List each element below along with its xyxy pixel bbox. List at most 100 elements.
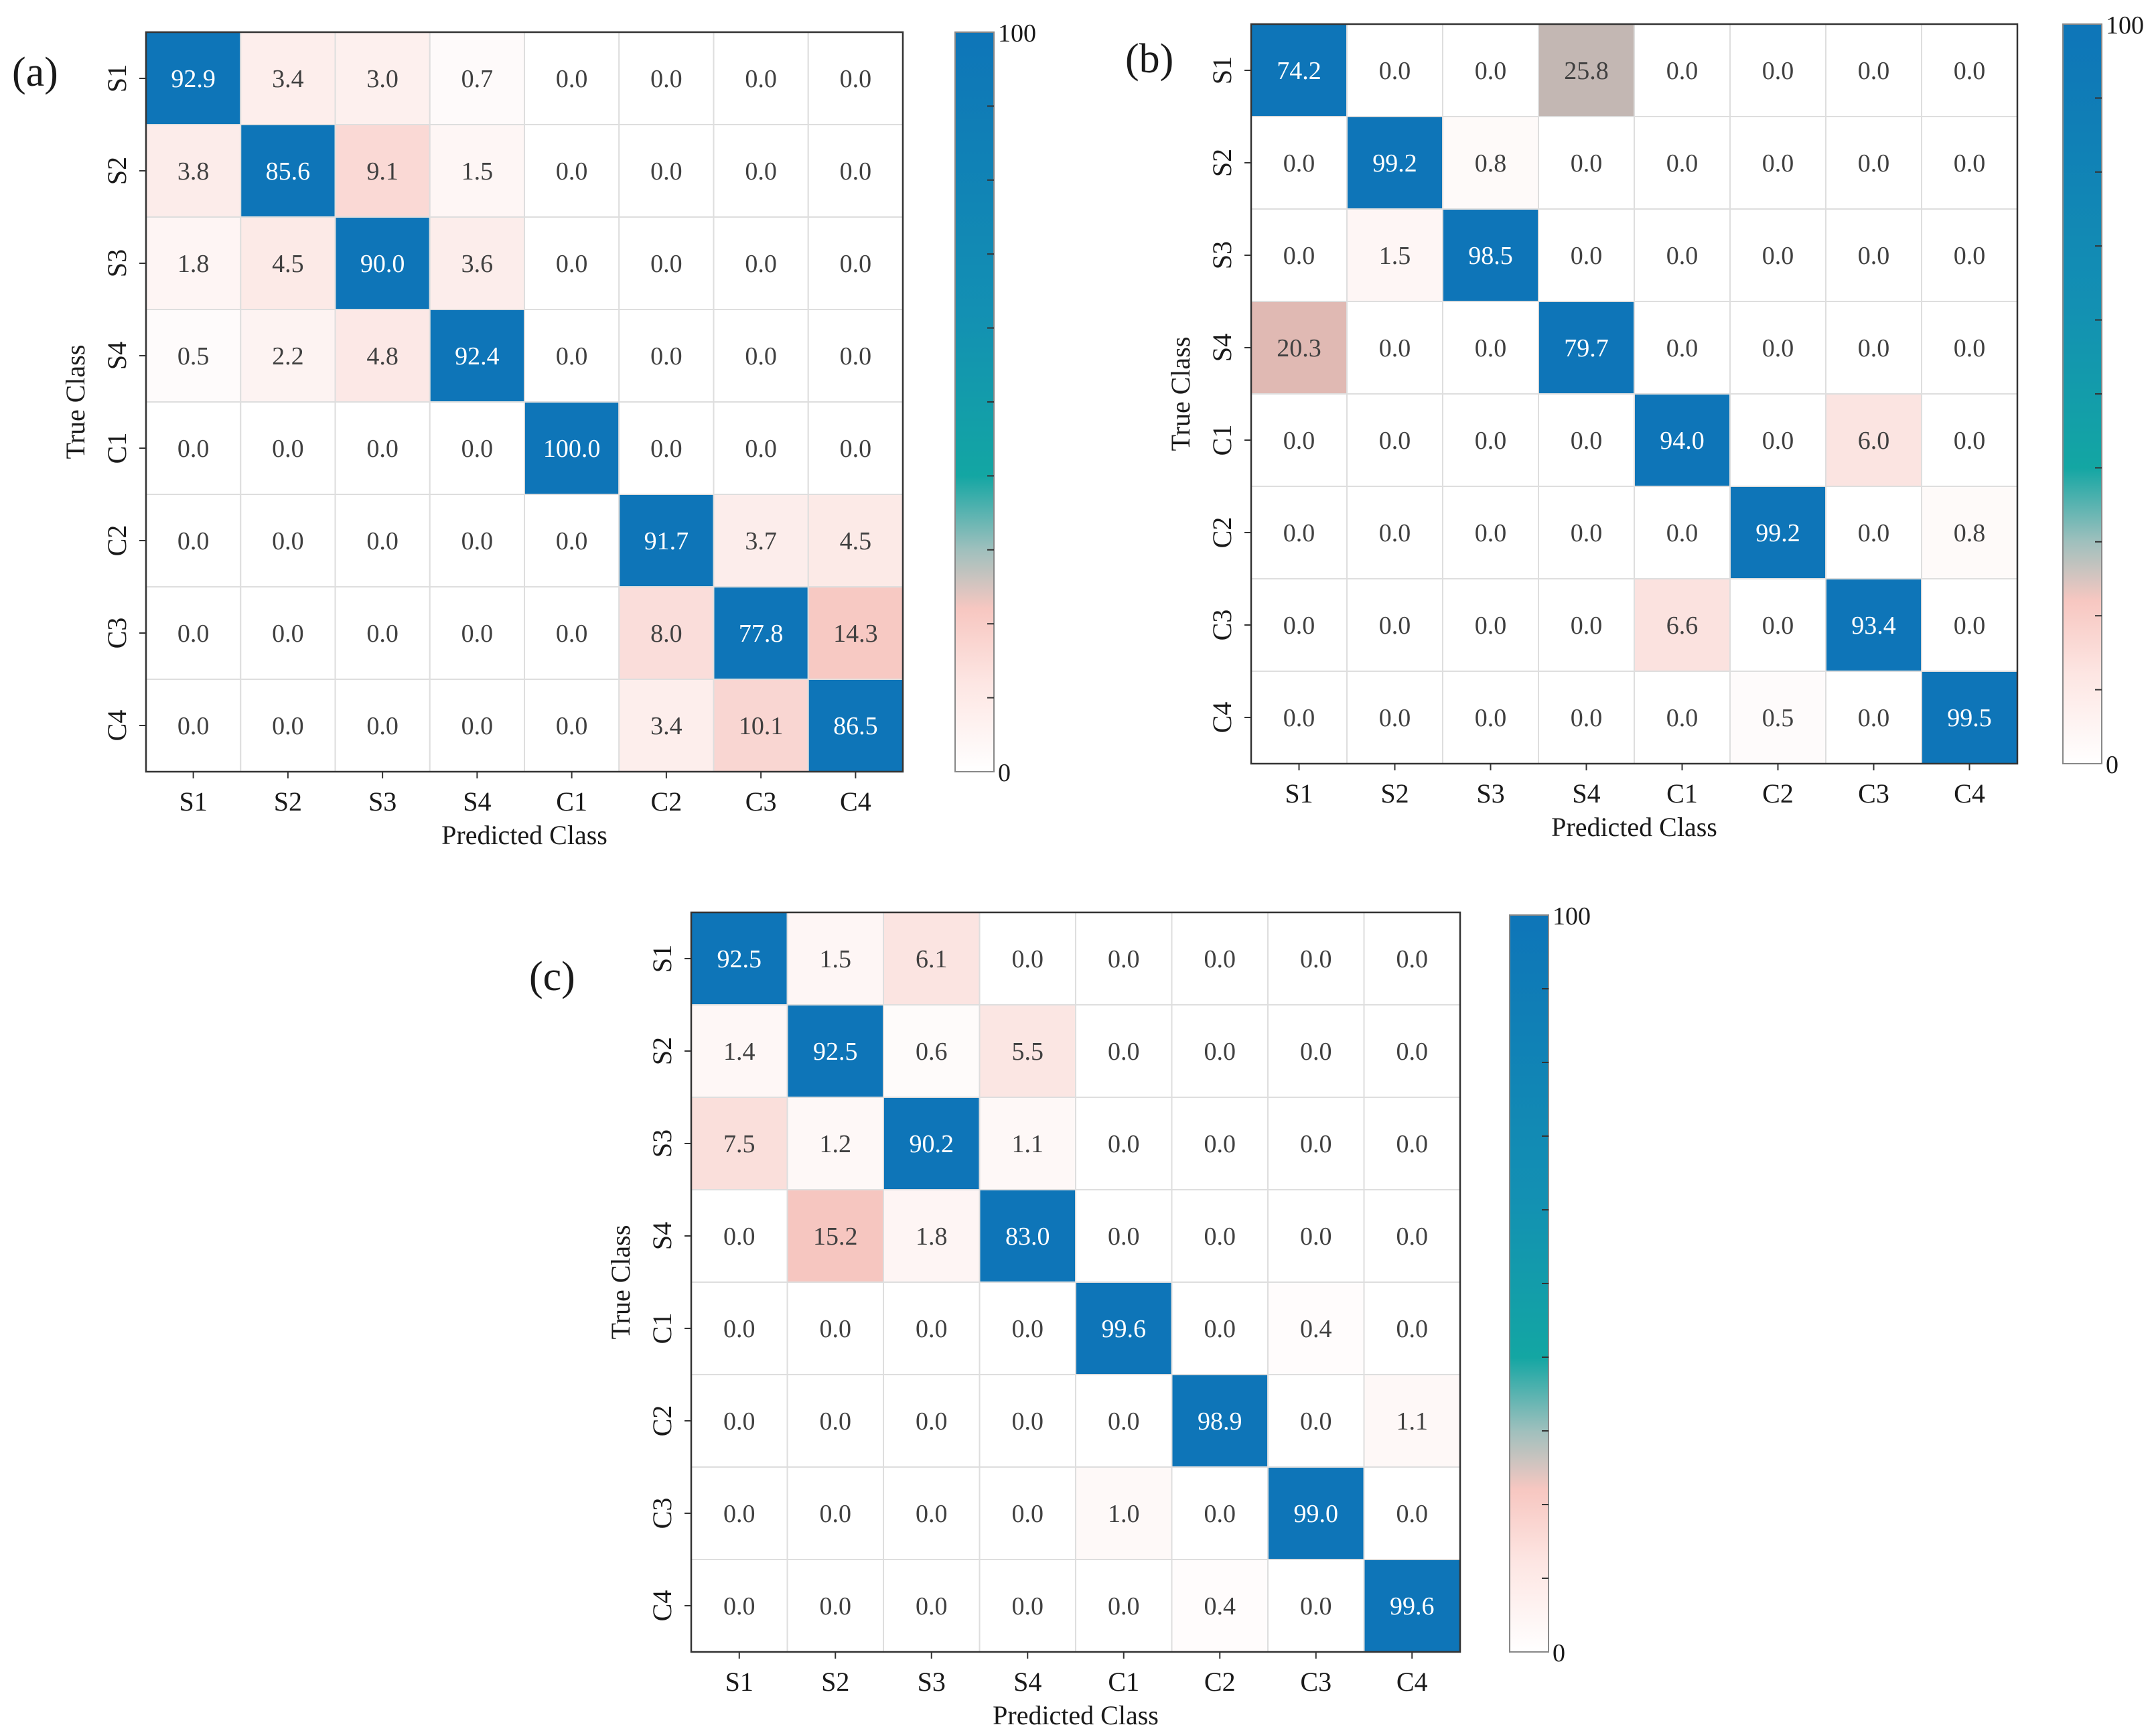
cell-value-label: 0.0: [1571, 242, 1603, 270]
cell-value-label: 86.5: [833, 712, 878, 740]
cell-value-label: 0.0: [1475, 704, 1507, 732]
heatmap-cell: [1250, 301, 1348, 395]
heatmap-cell: [524, 586, 620, 680]
cell-value-label: 0.0: [461, 620, 494, 648]
cell-value-label: 0.8: [1954, 519, 1986, 547]
cell-value-label: 0.0: [1475, 334, 1507, 362]
heatmap-cell: [1634, 486, 1731, 579]
cell-value-label: 7.5: [723, 1130, 756, 1158]
heatmap-cell: [1171, 1281, 1269, 1375]
heatmap-cell: [1442, 578, 1539, 672]
y-tick-label: S2: [102, 157, 132, 185]
cell-value-label: 1.8: [916, 1223, 948, 1251]
y-tick-label: S3: [102, 249, 132, 277]
cell-value-label: 99.2: [1372, 149, 1417, 178]
cell-value-label: 0.0: [1300, 1130, 1332, 1158]
heatmap-cell: [1825, 301, 1922, 395]
heatmap-cell: [691, 1281, 788, 1375]
x-tick-label: C1: [1108, 1667, 1139, 1697]
x-tick-label: S3: [1476, 778, 1504, 809]
heatmap-cell: [786, 1281, 884, 1375]
cell-value-label: 15.2: [813, 1223, 858, 1251]
heatmap-cell: [1538, 393, 1635, 487]
cell-value-label: 0.0: [1108, 1592, 1140, 1620]
cell-value-label: 99.6: [1102, 1315, 1147, 1343]
cell-value-label: 92.9: [171, 65, 216, 93]
heatmap-cell: [1729, 23, 1826, 117]
cell-value-label: 0.4: [1300, 1315, 1332, 1343]
heatmap-cell: [786, 1189, 884, 1283]
cell-value-label: 0.0: [1762, 57, 1794, 85]
cell-value-label: 0.0: [1858, 334, 1890, 362]
cell-value-label: 90.2: [910, 1130, 954, 1158]
heatmap-cell: [1363, 1281, 1461, 1375]
colorbar-min-label: 0: [2106, 751, 2118, 779]
cell-value-label: 10.1: [739, 712, 784, 740]
y-tick-label: C4: [1207, 702, 1237, 734]
colorbar-min-label: 0: [1553, 1639, 1565, 1667]
cell-value-label: 0.0: [1475, 57, 1507, 85]
heatmap-cell: [1538, 116, 1635, 210]
heatmap-cell: [1171, 1004, 1269, 1098]
heatmap-cell: [1363, 1097, 1461, 1190]
cell-value-label: 0.0: [1475, 519, 1507, 547]
cell-value-label: 99.6: [1390, 1592, 1435, 1620]
colorbar-max-label: 100: [998, 19, 1036, 48]
heatmap-cell: [1634, 301, 1731, 395]
heatmap-cell: [618, 124, 715, 218]
cell-value-label: 1.8: [177, 250, 210, 278]
cell-value-label: 5.5: [1012, 1038, 1044, 1066]
cell-value-label: 0.0: [1108, 1223, 1140, 1251]
cell-value-label: 0.0: [366, 527, 399, 555]
panel-label: (b): [1125, 36, 1173, 82]
cell-value-label: 0.0: [1012, 1592, 1044, 1620]
cell-value-label: 92.4: [455, 342, 500, 370]
heatmap-cell: [979, 1004, 1076, 1098]
heatmap-cell: [1442, 301, 1539, 395]
heatmap-cell: [1250, 671, 1348, 764]
cell-value-label: 1.1: [1396, 1407, 1429, 1436]
cell-value-label: 0.5: [1762, 704, 1794, 732]
cell-value-label: 0.0: [1762, 242, 1794, 270]
cell-value-label: 99.5: [1947, 704, 1992, 732]
y-tick-label: C2: [102, 525, 132, 557]
heatmap-cell: [1346, 486, 1443, 579]
y-tick-label: S4: [1207, 334, 1237, 362]
cell-value-label: 4.5: [272, 250, 304, 278]
cell-value-label: 0.4: [1204, 1592, 1236, 1620]
heatmap-cell: [618, 31, 715, 125]
cell-value-label: 3.0: [366, 65, 399, 93]
heatmap-cell: [1921, 671, 2018, 764]
x-tick-label: C3: [745, 786, 777, 817]
heatmap-cell: [1171, 912, 1269, 1005]
cell-value-label: 0.0: [272, 712, 304, 740]
heatmap-cell: [786, 1004, 884, 1098]
cell-value-label: 6.6: [1666, 612, 1699, 640]
cell-value-label: 0.0: [723, 1223, 756, 1251]
cell-value-label: 0.0: [556, 527, 588, 555]
cell-value-label: 0.0: [820, 1592, 852, 1620]
cell-value-label: 0.0: [745, 342, 777, 370]
heatmap-cell: [807, 679, 904, 772]
y-tick-label: S1: [1207, 56, 1237, 84]
cell-value-label: 77.8: [739, 620, 784, 648]
cell-value-label: 0.0: [840, 65, 872, 93]
x-tick-label: S2: [274, 786, 302, 817]
cell-value-label: 0.0: [1300, 1223, 1332, 1251]
x-tick-label: C3: [1858, 778, 1889, 809]
cell-value-label: 0.0: [177, 527, 210, 555]
y-tick-label: S2: [1207, 149, 1237, 177]
cell-value-label: 3.4: [650, 712, 682, 740]
cell-value-label: 6.0: [1858, 427, 1890, 455]
heatmap-cell: [1921, 301, 2018, 395]
cell-value-label: 0.0: [1666, 704, 1699, 732]
cell-value-label: 0.0: [916, 1315, 948, 1343]
cell-value-label: 9.1: [366, 157, 399, 186]
cell-value-label: 91.7: [644, 527, 689, 555]
heatmap-cell: [1729, 671, 1826, 764]
cell-value-label: 0.0: [1762, 427, 1794, 455]
cell-value-label: 0.0: [1204, 1315, 1236, 1343]
heatmap-cell: [334, 309, 431, 403]
cell-value-label: 0.0: [1204, 1038, 1236, 1066]
heatmap-cell: [1267, 1097, 1365, 1190]
